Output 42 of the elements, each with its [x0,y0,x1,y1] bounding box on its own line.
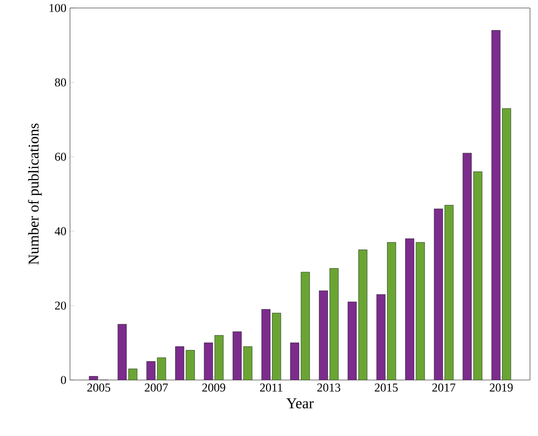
bar [272,312,282,380]
y-tick-label: 80 [54,78,66,86]
x-axis-title: Year [286,398,314,408]
bar [358,250,368,380]
x-tick-label: 2011 [260,384,282,392]
bar [118,324,127,380]
bar [473,172,482,380]
bar [186,350,195,380]
bar [434,208,443,380]
bar [175,346,184,380]
y-axis-title: Number of publications [28,124,42,265]
y-tick-label: 40 [54,227,66,236]
bar [491,30,500,380]
x-tick-label: 2009 [202,384,226,392]
bar [290,342,300,380]
bar [300,272,310,380]
bar [348,302,357,380]
bar [330,268,339,380]
bar [502,108,512,380]
bar [462,152,472,380]
bar [214,335,224,380]
x-tick-label: 2007 [144,384,168,392]
y-tick-label: 20 [55,302,66,310]
bar [444,205,454,380]
bar [405,238,414,380]
x-tick-label: 2017 [432,384,456,392]
bar [146,361,156,380]
bar [319,290,328,380]
bar [387,242,396,380]
y-tick-label: 100 [50,4,66,12]
x-tick-label: 2015 [374,384,398,392]
bar [261,309,270,380]
bar [376,294,386,380]
bar [243,346,252,380]
y-tick-label: 0 [60,376,66,384]
x-tick-label: 2005 [87,384,110,392]
y-tick-label: 60 [55,152,66,161]
x-tick-label: 2019 [490,384,513,392]
bar [232,331,242,380]
bar [204,342,213,380]
bar [416,242,425,380]
x-tick-label: 2013 [317,384,340,392]
